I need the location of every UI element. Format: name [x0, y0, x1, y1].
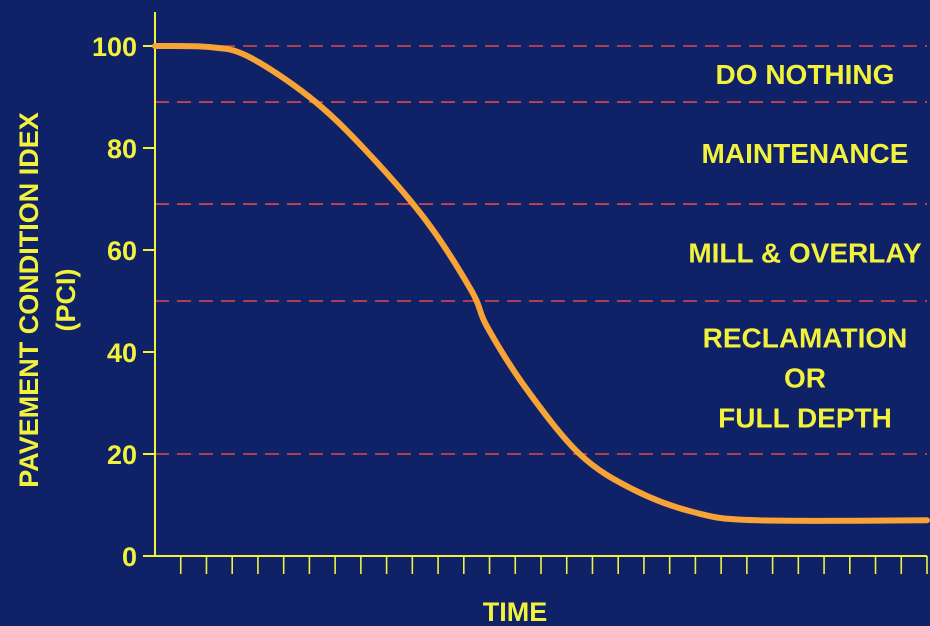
threshold-lines — [155, 45, 927, 455]
y-axis-title: PAVEMENT CONDITION IDEX — [14, 112, 44, 488]
band-label-2: MILL & OVERLAY — [688, 238, 922, 269]
pci-curve — [152, 42, 930, 524]
y-tick-label-2: 40 — [107, 338, 137, 368]
y-tick-label-1: 20 — [107, 440, 137, 470]
band-label-3-line-1: OR — [784, 363, 826, 394]
y-tick-label-5: 100 — [92, 32, 137, 62]
y-tick-label-4: 80 — [107, 134, 137, 164]
band-label-2-line-0: MILL & OVERLAY — [688, 238, 922, 269]
band-label-0-line-0: DO NOTHING — [716, 59, 895, 90]
band-label-3: RECLAMATION OR FULL DEPTH — [703, 323, 908, 434]
band-label-3-line-2: FULL DEPTH — [718, 403, 892, 434]
axes — [143, 12, 928, 574]
band-label-1-line-0: MAINTENANCE — [702, 138, 909, 169]
y-tick-label-0: 0 — [122, 542, 137, 572]
pci-curve-group — [152, 42, 930, 524]
band-label-0: DO NOTHING — [716, 59, 895, 90]
band-label-3-line-0: RECLAMATION — [703, 323, 908, 354]
y-axis-title-line2: (PCI) — [51, 269, 81, 332]
y-tick-labels: 0 20 40 60 80 100 — [92, 32, 137, 572]
x-axis-title: TIME — [483, 597, 548, 626]
y-tick-label-3: 60 — [107, 236, 137, 266]
band-label-1: MAINTENANCE — [702, 138, 909, 169]
band-labels: DO NOTHING MAINTENANCE MILL & OVERLAY RECLA… — [688, 59, 922, 433]
